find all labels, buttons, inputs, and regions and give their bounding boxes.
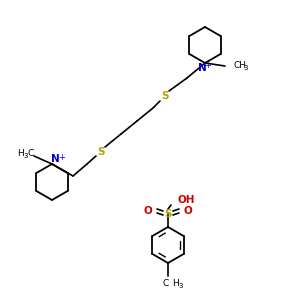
Text: H: H [18, 149, 24, 158]
Text: S: S [164, 209, 172, 219]
Text: CH: CH [233, 61, 246, 70]
Text: N: N [198, 63, 206, 73]
Text: 3: 3 [24, 153, 28, 159]
Text: 3: 3 [178, 283, 182, 289]
Text: +: + [205, 61, 212, 70]
Text: S: S [97, 147, 105, 157]
Text: OH: OH [178, 195, 196, 205]
Text: H: H [172, 278, 179, 287]
Text: N: N [51, 154, 59, 164]
Text: O: O [184, 206, 192, 216]
Text: 3: 3 [243, 65, 248, 71]
Text: C: C [28, 149, 34, 158]
Text: S: S [161, 91, 169, 101]
Text: +: + [58, 152, 65, 161]
Text: O: O [144, 206, 152, 216]
Text: C: C [163, 278, 169, 287]
